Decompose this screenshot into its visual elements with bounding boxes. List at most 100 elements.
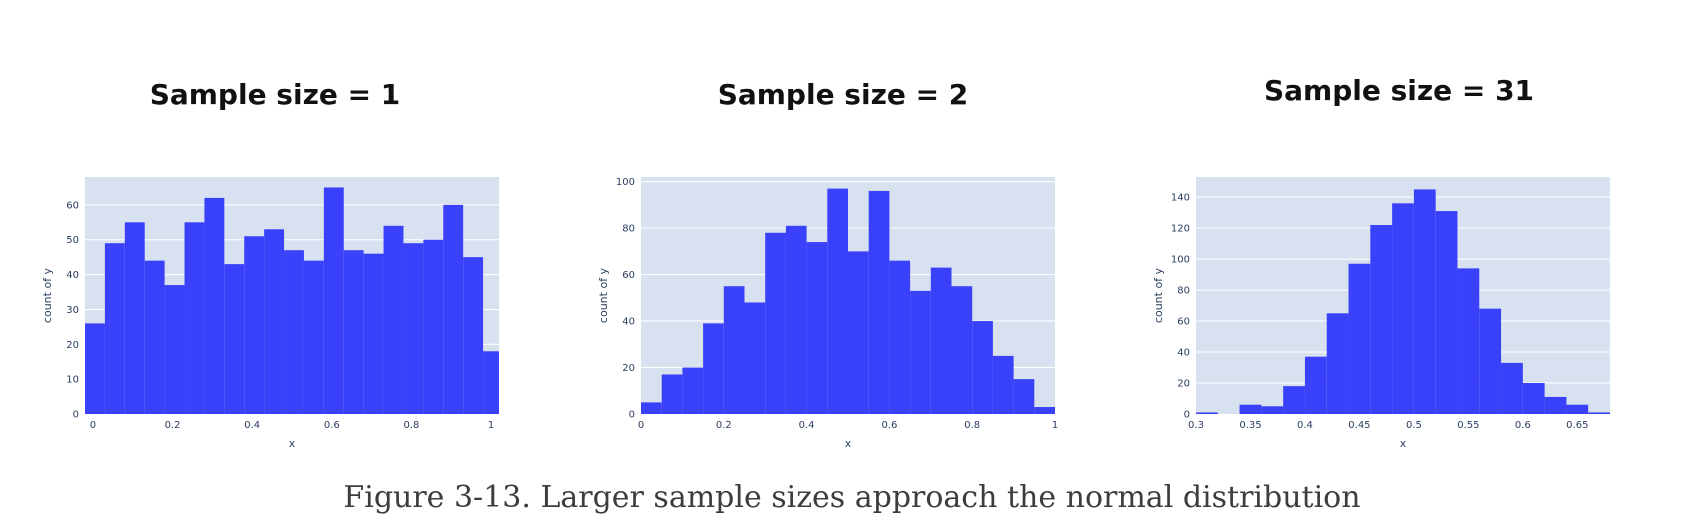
histogram-bar: [848, 251, 869, 414]
histogram-bar: [1522, 383, 1545, 414]
histogram-bar: [806, 242, 828, 414]
y-tick-label: 20: [66, 340, 79, 351]
histogram-bar: [1304, 356, 1327, 414]
histogram-bar: [765, 232, 786, 414]
histogram-bar: [641, 402, 662, 414]
x-axis-title: x: [845, 437, 852, 450]
x-tick-label: 0.2: [165, 420, 181, 431]
histogram-bar: [744, 302, 766, 414]
histogram-bar: [1479, 308, 1502, 414]
histogram-bar: [184, 222, 205, 414]
x-tick-label: 0.65: [1566, 420, 1588, 431]
histogram-bar: [343, 250, 364, 414]
y-tick-label: 80: [622, 224, 635, 235]
histogram-bar: [1196, 412, 1218, 414]
y-tick-label: 10: [66, 375, 79, 386]
histogram-bar: [723, 286, 745, 414]
y-tick-label: 0: [1184, 410, 1190, 421]
histogram-bar: [703, 323, 724, 414]
y-axis-title: count of y: [597, 267, 610, 323]
histogram-bar: [1013, 379, 1035, 414]
x-tick-label: 0.4: [244, 420, 260, 431]
y-tick-label: 40: [66, 270, 79, 281]
histogram-bar: [303, 260, 324, 414]
x-axis-title: x: [289, 437, 296, 450]
histogram-bar: [244, 236, 265, 414]
x-tick-label: 1: [1052, 420, 1058, 431]
y-axis-title: count of y: [1152, 267, 1165, 323]
histogram-bar: [827, 188, 848, 414]
histogram-bar: [992, 355, 1014, 414]
x-tick-label: 0.8: [403, 420, 419, 431]
x-tick-label: 0.35: [1239, 420, 1261, 431]
figure-caption: Figure 3-13. Larger sample sizes approac…: [343, 480, 1361, 515]
histogram-bar: [403, 243, 424, 414]
histogram-bar: [284, 250, 304, 414]
histogram-bar: [144, 260, 165, 414]
y-tick-label: 60: [66, 200, 79, 211]
histogram-bar: [423, 239, 444, 414]
histogram-panel-1: 0 10 20 30 40 50 60 0 0.2 0.4 0.6 0.8 1 x count of y Sa…: [41, 78, 499, 450]
histogram-bar: [661, 374, 683, 414]
y-tick-label: 0: [629, 410, 635, 421]
histogram-bar: [463, 257, 484, 414]
histogram-bar: [1413, 189, 1436, 414]
histogram-bar: [1283, 386, 1305, 414]
histogram-bar: [363, 253, 384, 414]
x-tick-label: 0.6: [324, 420, 340, 431]
x-tick-label: 0.4: [1297, 420, 1313, 431]
y-tick-label: 40: [622, 317, 635, 328]
histogram-bar: [1348, 263, 1371, 414]
histogram-bar: [204, 197, 225, 414]
y-tick-label: 60: [1177, 317, 1190, 328]
histogram-bar: [1457, 268, 1480, 414]
y-tick-label: 140: [1171, 193, 1190, 204]
histogram-bar: [1435, 211, 1458, 414]
histogram-bar: [1566, 404, 1589, 414]
histogram-bar: [1370, 225, 1393, 414]
histogram-bar: [930, 267, 952, 414]
x-tick-label: 0.6: [1515, 420, 1531, 431]
panel-title: Sample size = 1: [150, 78, 401, 111]
panel-title: Sample size = 31: [1264, 74, 1534, 107]
histogram-bar: [1588, 412, 1610, 414]
x-tick-label: 0.55: [1457, 420, 1479, 431]
y-tick-label: 40: [1177, 348, 1190, 359]
panel-title: Sample size = 2: [718, 78, 969, 111]
x-tick-label: 0.5: [1406, 420, 1422, 431]
histogram-bar: [104, 243, 125, 414]
y-axis-title: count of y: [41, 267, 54, 323]
histogram-bar: [383, 225, 404, 414]
histogram-bar: [85, 323, 105, 414]
histogram-bar: [951, 286, 973, 414]
histogram-bar: [1261, 406, 1284, 414]
histogram-panel-2: 0 20 40 60 80 100 0 0.2 0.4 0.6 0.8 1 x count of y Sam…: [597, 78, 1058, 450]
histogram-bar: [164, 285, 185, 414]
histogram-bar: [323, 187, 344, 414]
histogram-bar: [443, 204, 464, 414]
x-tick-label: 0.6: [881, 420, 897, 431]
histogram-bar: [264, 229, 285, 414]
y-tick-label: 80: [1177, 286, 1190, 297]
histogram-panel-3: 0 20 40 60 80 100 120 140 0.3 0.35 0.4 0.45 0.5 0.55 0…: [1152, 74, 1610, 450]
x-tick-label: 0.2: [716, 420, 732, 431]
histogram-bar: [972, 321, 993, 414]
y-tick-label: 30: [66, 305, 79, 316]
histogram-bar: [889, 260, 911, 414]
histogram-bar: [1034, 407, 1055, 414]
histogram-bar: [483, 351, 499, 414]
histogram-bar: [1326, 313, 1349, 414]
histogram-bar: [1239, 404, 1262, 414]
x-axis-title: x: [1400, 437, 1407, 450]
histogram-bar: [682, 367, 704, 414]
y-tick-label: 100: [616, 177, 635, 188]
histogram-bar: [910, 290, 931, 414]
x-tick-label: 0.45: [1348, 420, 1370, 431]
y-tick-label: 0: [73, 410, 79, 421]
histogram-bar: [868, 190, 890, 414]
histogram-bar: [1392, 203, 1414, 414]
x-tick-label: 0: [90, 420, 96, 431]
y-tick-label: 20: [622, 363, 635, 374]
histogram-bar: [1544, 396, 1567, 414]
